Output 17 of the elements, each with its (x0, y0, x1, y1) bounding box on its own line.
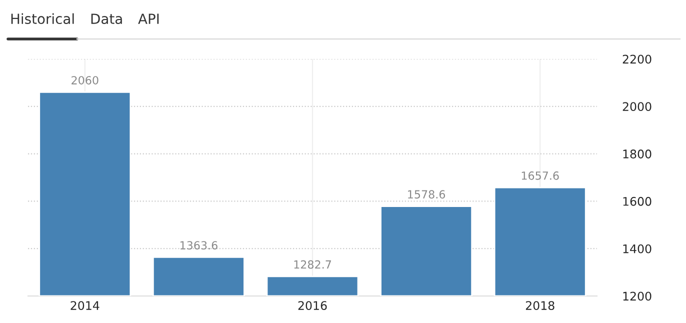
data-label: 1282.7 (294, 260, 331, 269)
y-tick-label: 2200 (622, 54, 652, 64)
text: Historical (11, 13, 74, 24)
text: API (138, 14, 159, 24)
y-tick-label: 1600 (623, 196, 652, 206)
text: Data (91, 14, 122, 24)
data-label: 1578.6 (408, 190, 446, 199)
y-tick-label: 1200 (623, 292, 652, 301)
y-tick-label: 1800 (623, 150, 652, 158)
x-tick-label: 2016 (298, 301, 327, 310)
data-label: 2060 (72, 76, 98, 84)
data-label: 1657.6 (522, 171, 559, 180)
x-tick-label: 2018 (526, 301, 554, 310)
y-tick-label: 2000 (622, 102, 652, 112)
x-tick-label: 2014 (70, 301, 100, 310)
data-label: 1363.6 (180, 241, 218, 250)
y-tick-label: 1400 (623, 244, 652, 254)
